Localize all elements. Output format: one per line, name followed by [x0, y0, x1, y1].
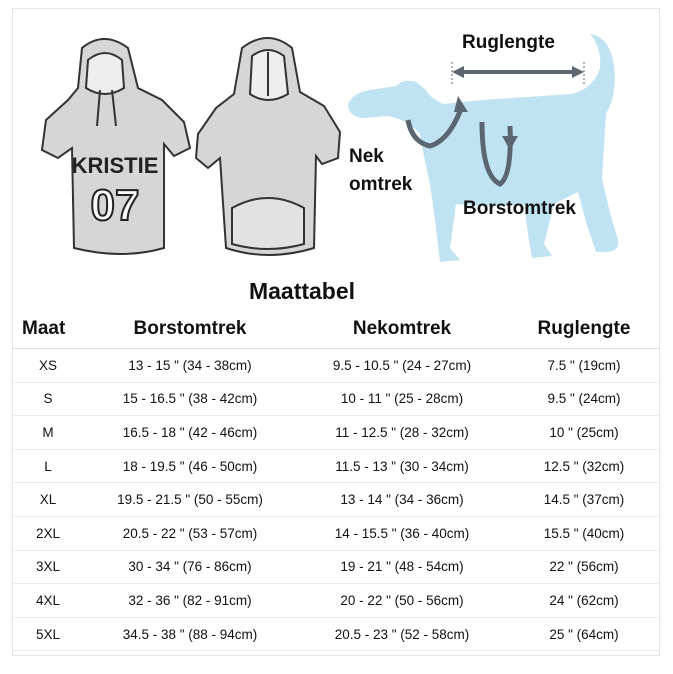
hoodie-print-name: KRISTIE — [72, 153, 159, 178]
cell-back-length: 9.5 " (24cm) — [508, 382, 660, 417]
cell-back-length: 10 " (25cm) — [508, 415, 660, 450]
cell-size: 3XL — [12, 550, 84, 585]
header-size: Maat — [12, 310, 84, 349]
hoodie-back-image — [194, 37, 342, 256]
cell-back-length: 15.5 " (40cm) — [508, 516, 660, 551]
cell-neck: 13 - 14 " (34 - 36cm) — [296, 482, 508, 517]
cell-back-length: 7.5 " (19cm) — [508, 348, 660, 383]
cell-chest: 30 - 34 " (76 - 86cm) — [84, 550, 296, 585]
cell-size: 4XL — [12, 583, 84, 618]
cell-chest: 32 - 36 " (82 - 91cm) — [84, 583, 296, 618]
table-row: 5XL 34.5 - 38 " (88 - 94cm) 20.5 - 23 " (5… — [12, 617, 660, 652]
cell-neck: 10 - 11 " (25 - 28cm) — [296, 382, 508, 417]
cell-size: XL — [12, 482, 84, 517]
table-title: Maattabel — [248, 278, 356, 304]
cell-size: XS — [12, 348, 84, 383]
table-row: 2XL 20.5 - 22 " (53 - 57cm) 14 - 15.5 " (3… — [12, 516, 660, 551]
table-row: 3XL 30 - 34 " (76 - 86cm) 19 - 21 " (48 - … — [12, 550, 660, 585]
cell-neck: 19 - 21 " (48 - 54cm) — [296, 550, 508, 585]
cell-size: S — [12, 382, 84, 417]
table-row: L 18 - 19.5 " (46 - 50cm) 11.5 - 13 " (30 … — [12, 449, 660, 484]
cell-back-length: 25 " (64cm) — [508, 617, 660, 652]
cell-back-length: 12.5 " (32cm) — [508, 449, 660, 484]
cell-size: 5XL — [12, 617, 84, 652]
cell-neck: 20.5 - 23 " (52 - 58cm) — [296, 617, 508, 652]
cell-neck: 11.5 - 13 " (30 - 34cm) — [296, 449, 508, 484]
product-illustration: KRISTIE 07 — [12, 8, 660, 276]
cell-neck: 14 - 15.5 " (36 - 40cm) — [296, 516, 508, 551]
cell-back-length: 22 " (56cm) — [508, 550, 660, 585]
cell-chest: 34.5 - 38 " (88 - 94cm) — [84, 617, 296, 652]
chest-label: Borstomtrek — [463, 198, 576, 219]
cell-chest: 20.5 - 22 " (53 - 57cm) — [84, 516, 296, 551]
back-length-label: Ruglengte — [462, 32, 555, 53]
hoodie-front-image: KRISTIE 07 — [40, 38, 192, 255]
cell-chest: 15 - 16.5 " (38 - 42cm) — [84, 382, 296, 417]
neck-label-line2: omtrek — [349, 174, 413, 195]
table-header-row: Maat Borstomtrek Nekomtrek Ruglengte — [12, 310, 660, 349]
header-chest: Borstomtrek — [84, 310, 296, 349]
cell-neck: 11 - 12.5 " (28 - 32cm) — [296, 415, 508, 450]
cell-size: M — [12, 415, 84, 450]
table-row: XL 19.5 - 21.5 " (50 - 55cm) 13 - 14 " (34… — [12, 482, 660, 517]
cell-neck: 20 - 22 " (50 - 56cm) — [296, 583, 508, 618]
header-back-length: Ruglengte — [508, 310, 660, 349]
hoodie-print-number: 07 — [91, 181, 140, 230]
cell-back-length: 14.5 " (37cm) — [508, 482, 660, 517]
table-row: 4XL 32 - 36 " (82 - 91cm) 20 - 22 " (50 - … — [12, 583, 660, 618]
dog-silhouette — [348, 34, 619, 262]
cell-chest: 16.5 - 18 " (42 - 46cm) — [84, 415, 296, 450]
header-neck: Nekomtrek — [296, 310, 508, 349]
cell-back-length: 24 " (62cm) — [508, 583, 660, 618]
cell-size: 2XL — [12, 516, 84, 551]
cell-size: L — [12, 449, 84, 484]
cell-chest: 13 - 15 " (34 - 38cm) — [84, 348, 296, 383]
cell-chest: 18 - 19.5 " (46 - 50cm) — [84, 449, 296, 484]
cell-neck: 9.5 - 10.5 " (24 - 27cm) — [296, 348, 508, 383]
neck-label-line1: Nek — [349, 146, 384, 167]
cell-chest: 19.5 - 21.5 " (50 - 55cm) — [84, 482, 296, 517]
table-row: XS 13 - 15 " (34 - 38cm) 9.5 - 10.5 " (24 … — [12, 348, 660, 383]
table-row: M 16.5 - 18 " (42 - 46cm) 11 - 12.5 " (28 … — [12, 415, 660, 450]
size-table: Maat Borstomtrek Nekomtrek Ruglengte XS 1… — [12, 310, 660, 652]
table-row: S 15 - 16.5 " (38 - 42cm) 10 - 11 " (25 - … — [12, 382, 660, 417]
